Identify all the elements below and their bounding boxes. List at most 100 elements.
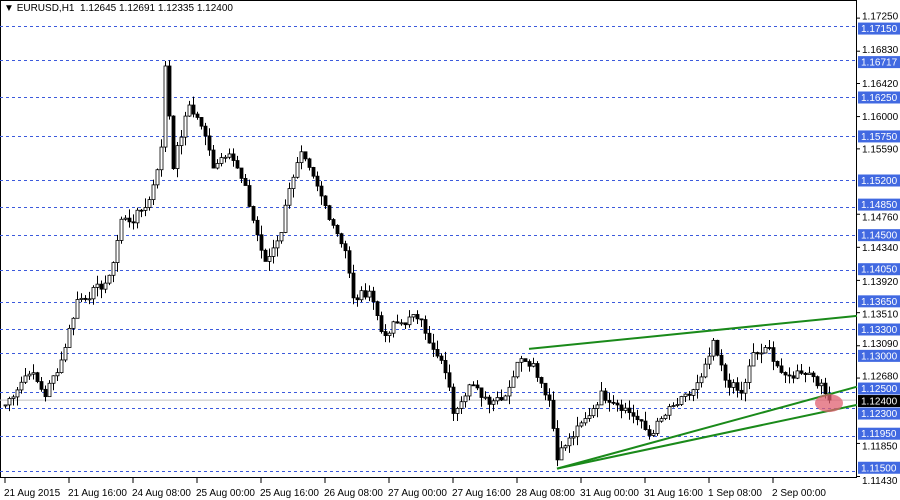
- candle-body: [71, 317, 76, 329]
- candle: [19, 376, 24, 394]
- candle: [571, 431, 576, 446]
- triangle-down-icon[interactable]: ▼: [4, 3, 17, 14]
- candle-body: [119, 218, 124, 241]
- candle: [479, 387, 484, 407]
- level-label-bg: [858, 323, 900, 336]
- trendline[interactable]: [528, 314, 858, 350]
- candle-body: [307, 158, 312, 168]
- candle: [187, 100, 192, 117]
- candle: [715, 339, 720, 357]
- candle-body: [379, 315, 384, 332]
- candle-body: [691, 389, 696, 396]
- level-label-bg: [858, 349, 900, 362]
- candle-body: [739, 389, 744, 394]
- candle-body: [19, 381, 24, 391]
- candle: [599, 382, 604, 406]
- candle: [243, 174, 248, 186]
- candle: [159, 139, 164, 177]
- candle: [295, 156, 300, 179]
- candle: [683, 393, 688, 403]
- candle-body: [743, 382, 748, 394]
- candle-body: [271, 247, 276, 257]
- candle: [387, 331, 392, 343]
- candle: [123, 215, 128, 221]
- candle: [567, 433, 572, 453]
- candle-body: [591, 408, 596, 417]
- candle: [347, 246, 352, 279]
- level-label-bg: [858, 229, 900, 242]
- candle: [247, 179, 252, 208]
- candle-body: [43, 388, 48, 398]
- candle-body: [115, 240, 120, 263]
- candle: [411, 314, 416, 322]
- candle-body: [235, 160, 240, 169]
- candle: [423, 315, 428, 340]
- trendline[interactable]: [556, 385, 858, 470]
- candle-body: [39, 381, 44, 390]
- candle: [199, 116, 204, 130]
- candle: [219, 153, 224, 167]
- candle-body: [179, 136, 184, 147]
- level-label-bg: [858, 382, 900, 395]
- candle-body: [243, 177, 248, 186]
- candle-body: [139, 209, 144, 212]
- candle: [95, 275, 100, 297]
- candle-body: [479, 387, 484, 398]
- candle-body: [343, 243, 348, 252]
- candle-body: [767, 347, 772, 349]
- candle-body: [127, 217, 132, 223]
- candle: [475, 380, 480, 391]
- candle: [739, 381, 744, 400]
- candle: [703, 358, 708, 379]
- candle-body: [63, 347, 68, 361]
- candle: [655, 417, 660, 436]
- price-tick-label: 1.13090: [862, 339, 899, 350]
- candle-body: [663, 414, 668, 419]
- candle-body: [107, 274, 112, 284]
- candle: [555, 420, 560, 467]
- candle-body: [551, 399, 556, 429]
- candle: [511, 370, 516, 388]
- candle: [743, 378, 748, 402]
- candle: [407, 310, 412, 328]
- candle-body: [595, 404, 600, 409]
- candle: [315, 171, 320, 192]
- candle: [443, 351, 448, 380]
- candle-body: [615, 402, 620, 406]
- candle-body: [567, 437, 572, 447]
- candle-body: [143, 207, 148, 211]
- price-tick-label: 1.12680: [862, 372, 899, 383]
- time-tick-label: 25 Aug 00:00: [196, 488, 255, 499]
- candle-body: [463, 395, 468, 403]
- candle: [471, 381, 476, 387]
- candle: [451, 383, 456, 421]
- candle-body: [779, 365, 784, 373]
- candle: [363, 283, 368, 300]
- candle-body: [559, 447, 564, 461]
- trendline[interactable]: [556, 403, 858, 470]
- candle-body: [795, 370, 800, 379]
- candle-body: [719, 354, 724, 366]
- candle-body: [403, 322, 408, 326]
- candle: [671, 402, 676, 408]
- candle-body: [99, 283, 104, 290]
- candle: [43, 385, 48, 402]
- candle: [323, 195, 328, 209]
- candle: [367, 285, 372, 302]
- candle-body: [203, 125, 208, 137]
- candle-body: [407, 316, 412, 326]
- candle: [331, 218, 336, 229]
- candle: [111, 261, 116, 283]
- candle-body: [323, 195, 328, 207]
- candle: [527, 359, 532, 372]
- candle-body: [655, 420, 660, 434]
- time-tick-label: 31 Aug 00:00: [580, 488, 639, 499]
- price-tick-label: 1.17250: [862, 12, 899, 23]
- candle: [531, 357, 536, 368]
- candle-body: [495, 397, 500, 402]
- candle: [643, 411, 648, 431]
- candle-body: [731, 382, 736, 388]
- candle-body: [167, 65, 172, 117]
